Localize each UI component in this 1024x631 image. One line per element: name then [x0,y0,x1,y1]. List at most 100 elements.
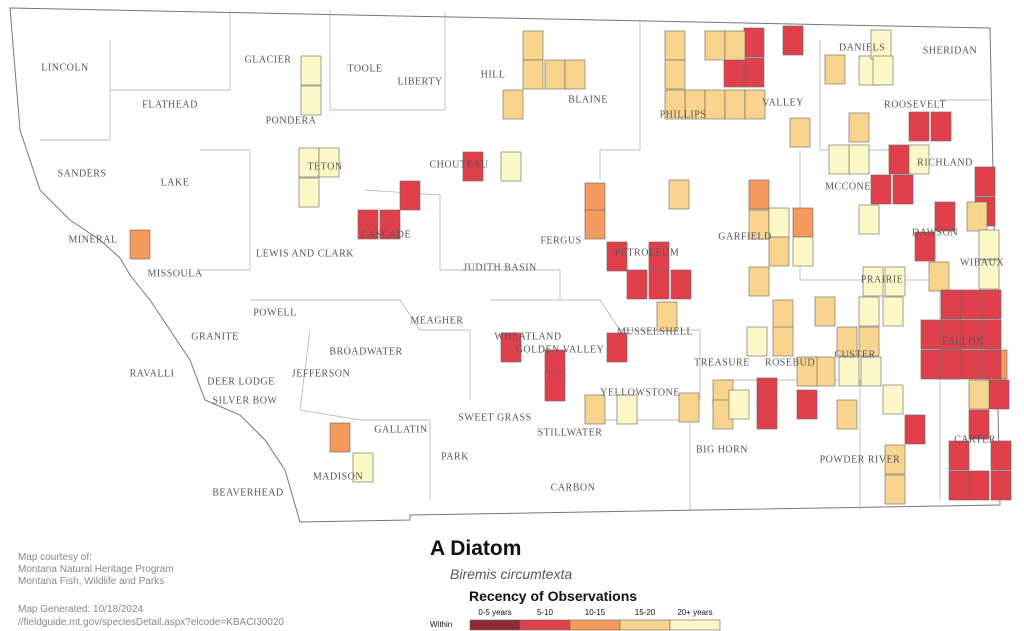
observation-cell [960,289,982,320]
county-label: GALLATIN [374,424,427,435]
county-label: LINCOLN [41,62,88,73]
observation-cell [648,269,670,300]
observation-cell [606,332,628,363]
observation-cell [743,27,765,58]
observation-cell [500,151,522,182]
observation-cell [990,470,1012,501]
observation-cell [884,474,906,505]
observation-cell [980,349,1002,380]
observation-cell [744,89,766,120]
observation-cell [828,144,850,175]
observation-cell [500,332,522,363]
observation-cell [948,440,970,471]
observation-cell [980,319,1002,350]
county-label: CARBON [551,482,596,493]
county-label: DAWSON [912,227,958,238]
county-label: RAVALLI [130,368,175,379]
county-label: MCCONE [825,181,871,192]
legend-swatch [619,619,671,631]
county-label: SWEET GRASS [458,412,531,423]
county-label: DANIELS [839,42,885,53]
source-url: //fieldguide.mt.gov/speciesDetail.aspx?e… [18,617,284,628]
legend-label: 0-5 years [478,608,511,617]
observation-cell [988,379,1010,410]
observation-cell [544,371,566,402]
observation-cell [904,414,926,445]
observation-cell [858,296,880,327]
observation-cell [678,392,700,423]
legend-label: 20+ years [677,608,712,617]
observation-cell [836,326,858,357]
county-labels: LINCOLN FLATHEAD GLACIER TOOLE LIBERTY HILL BL… [41,42,1004,498]
observation-cell [882,384,904,415]
county-label: LEWIS AND CLARK [256,248,354,259]
observation-cell [884,444,906,475]
map-title: A Diatom [430,537,521,560]
observation-cell [978,229,1000,260]
observation-cell [748,179,770,210]
observation-cell [948,470,970,501]
observation-cell [522,59,544,90]
observation-cell [704,30,726,61]
legend: 0-5 years 5-10 10-15 15-20 20+ years [469,608,721,631]
observation-cell [626,269,648,300]
county-label: CUSTER [834,349,875,360]
legend-within: Within [430,620,452,629]
observation-cell [824,54,846,85]
county-label: LIBERTY [397,76,442,87]
observation-cell [664,30,686,61]
observation-cell [298,177,320,208]
observation-cell [379,209,401,240]
observation-cell [670,269,692,300]
county-label: VALLEY [762,97,804,108]
county-label: TOOLE [347,63,382,74]
county-label: FERGUS [540,235,581,246]
observation-cell [668,179,690,210]
observation-cell [544,59,566,90]
observation-cell [858,204,880,235]
county-label: PETROLEUM [615,247,680,258]
observation-cell [129,229,151,260]
legend-label: 5-10 [537,608,554,617]
county-label: PHILLIPS [660,109,707,120]
observation-cell [968,379,990,410]
observation-cell [584,394,606,425]
observation-cell [960,349,982,380]
county-label: FALLON [942,336,984,347]
observation-cell [756,399,778,430]
legend-label: 10-15 [585,608,606,617]
observation-cell [860,356,882,387]
observation-cell [930,111,952,142]
observation-cells [129,25,1012,505]
observation-cell [940,289,962,320]
county-label: YELLOWSTONE [600,387,680,398]
legend-swatch [469,619,521,631]
legend-title: Recency of Observations [469,588,637,604]
observation-cell [782,25,804,56]
county-label: SHERIDAN [923,45,978,56]
county-label: CARTER [954,434,996,445]
credit-line: Montana Natural Heritage Program [18,564,174,575]
observation-cell [908,111,930,142]
county-label: CASCADE [361,229,411,240]
observation-cell [664,89,686,120]
observation-cell [888,144,910,175]
observation-cell [724,30,746,61]
county-label: LAKE [161,177,190,188]
observation-cell [848,112,870,143]
observation-cell [728,389,750,420]
observation-cell [522,30,544,61]
observation-cell [329,422,351,453]
observation-cell [908,144,930,175]
credit-line: Montana Fish, Wildlife and Parks [18,576,164,587]
observation-cell [584,182,606,213]
county-label: MUSSELSHELL [617,326,693,337]
observation-cell [870,174,892,205]
observation-cell [399,180,421,211]
county-label: WIBAUX [960,257,1004,268]
observation-cell [920,319,942,350]
observation-cell [920,349,942,380]
observation-cell [968,470,990,501]
observation-cell [704,89,726,120]
